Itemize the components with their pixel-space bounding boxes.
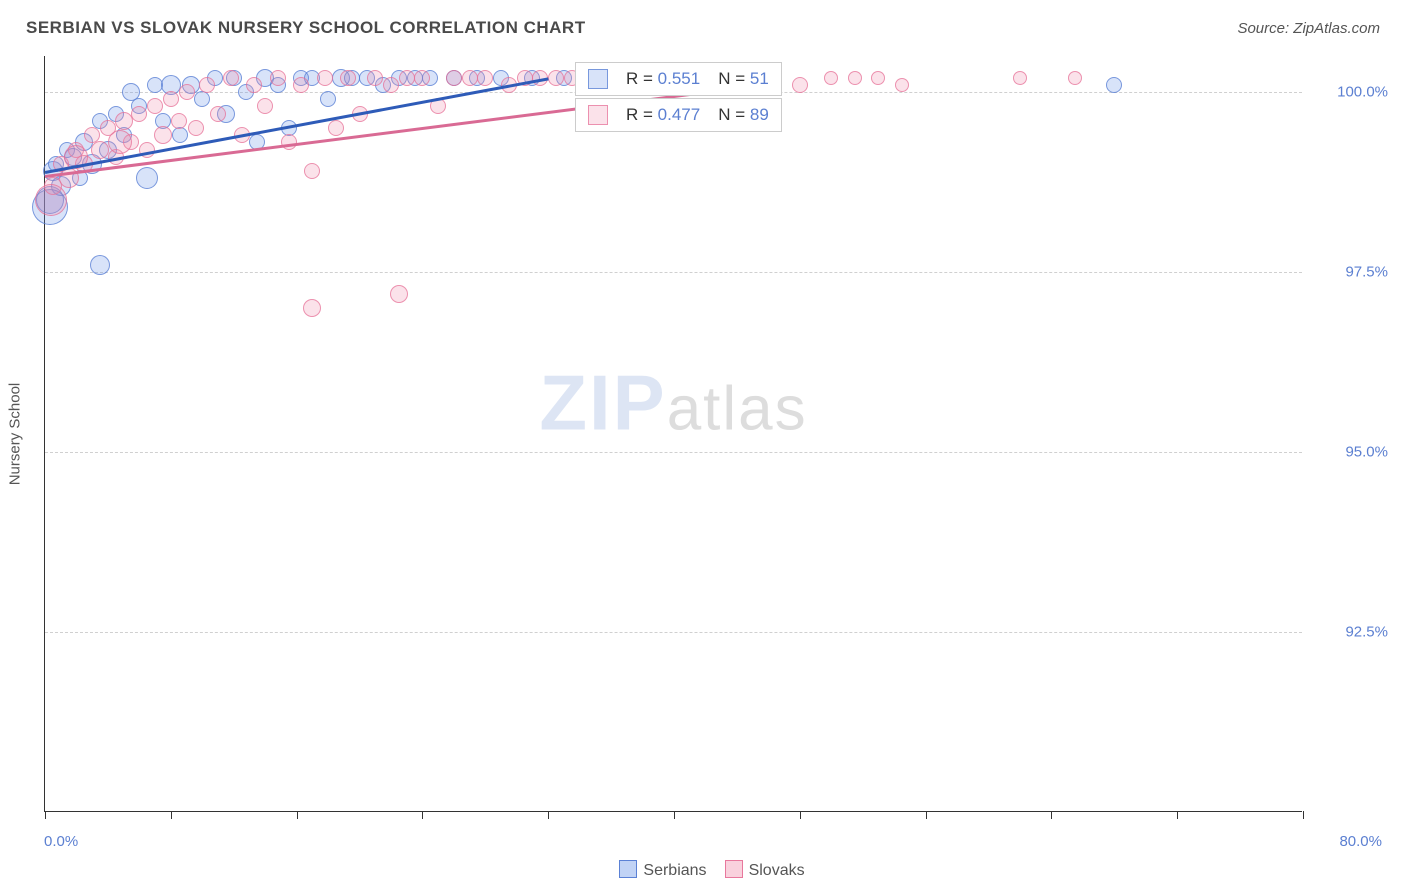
gridline xyxy=(45,272,1302,273)
data-point xyxy=(303,299,321,317)
data-point xyxy=(328,120,344,136)
stat-panel: R = 0.477N = 89 xyxy=(575,98,782,132)
data-point xyxy=(414,70,430,86)
data-point xyxy=(367,70,383,86)
data-point xyxy=(320,91,336,107)
x-tick xyxy=(674,811,675,819)
x-tick xyxy=(171,811,172,819)
data-point xyxy=(895,78,909,92)
data-point xyxy=(199,77,215,93)
data-point xyxy=(477,70,493,86)
y-tick-label: 100.0% xyxy=(1314,84,1388,101)
data-point xyxy=(154,126,172,144)
data-point xyxy=(210,106,226,122)
legend-label: Serbians xyxy=(643,862,706,879)
data-point xyxy=(171,113,187,129)
data-point xyxy=(304,163,320,179)
data-point xyxy=(179,84,195,100)
data-point xyxy=(108,130,132,154)
x-tick xyxy=(1303,811,1304,819)
legend-swatch xyxy=(619,860,637,878)
x-axis-min-label: 0.0% xyxy=(44,833,78,850)
chart-title: SERBIAN VS SLOVAK NURSERY SCHOOL CORRELA… xyxy=(26,18,586,38)
watermark: ZIPatlas xyxy=(539,358,807,449)
data-point xyxy=(848,71,862,85)
data-point xyxy=(1068,71,1082,85)
x-tick xyxy=(800,811,801,819)
data-point xyxy=(35,184,67,216)
data-point xyxy=(340,70,356,86)
data-point xyxy=(136,167,158,189)
data-point xyxy=(548,70,564,86)
data-point xyxy=(147,98,163,114)
x-tick xyxy=(548,811,549,819)
data-point xyxy=(246,77,262,93)
data-point xyxy=(317,70,333,86)
y-tick-label: 92.5% xyxy=(1314,624,1388,641)
x-tick xyxy=(45,811,46,819)
legend: Serbians Slovaks xyxy=(0,860,1406,880)
data-point xyxy=(871,71,885,85)
data-point xyxy=(390,285,408,303)
legend-label: Slovaks xyxy=(749,862,805,879)
data-point xyxy=(194,91,210,107)
x-axis-max-label: 80.0% xyxy=(1339,833,1382,850)
data-point xyxy=(91,141,109,159)
data-point xyxy=(131,106,147,122)
data-point xyxy=(1013,71,1027,85)
scatter-chart: Nursery School ZIPatlas 92.5%95.0%97.5%1… xyxy=(44,56,1302,812)
data-point xyxy=(293,77,309,93)
data-point xyxy=(223,70,239,86)
stat-panel: R = 0.551N = 51 xyxy=(575,62,782,96)
data-point xyxy=(270,70,286,86)
gridline xyxy=(45,452,1302,453)
legend-swatch xyxy=(725,860,743,878)
data-point xyxy=(792,77,808,93)
data-point xyxy=(257,98,273,114)
gridline xyxy=(45,632,1302,633)
x-tick xyxy=(422,811,423,819)
data-point xyxy=(399,70,415,86)
x-tick xyxy=(926,811,927,819)
data-point xyxy=(824,71,838,85)
data-point xyxy=(163,91,179,107)
data-point xyxy=(446,70,462,86)
x-tick xyxy=(297,811,298,819)
legend-swatch xyxy=(588,105,608,125)
data-point xyxy=(115,112,133,130)
data-point xyxy=(462,70,478,86)
data-point xyxy=(1106,77,1122,93)
source-attribution: Source: ZipAtlas.com xyxy=(1237,20,1380,37)
y-tick-label: 95.0% xyxy=(1314,444,1388,461)
x-tick xyxy=(1051,811,1052,819)
data-point xyxy=(172,127,188,143)
legend-swatch xyxy=(588,69,608,89)
x-tick xyxy=(1177,811,1178,819)
data-point xyxy=(383,77,399,93)
y-axis-label: Nursery School xyxy=(7,382,24,485)
data-point xyxy=(188,120,204,136)
data-point xyxy=(90,255,110,275)
y-tick-label: 97.5% xyxy=(1314,264,1388,281)
